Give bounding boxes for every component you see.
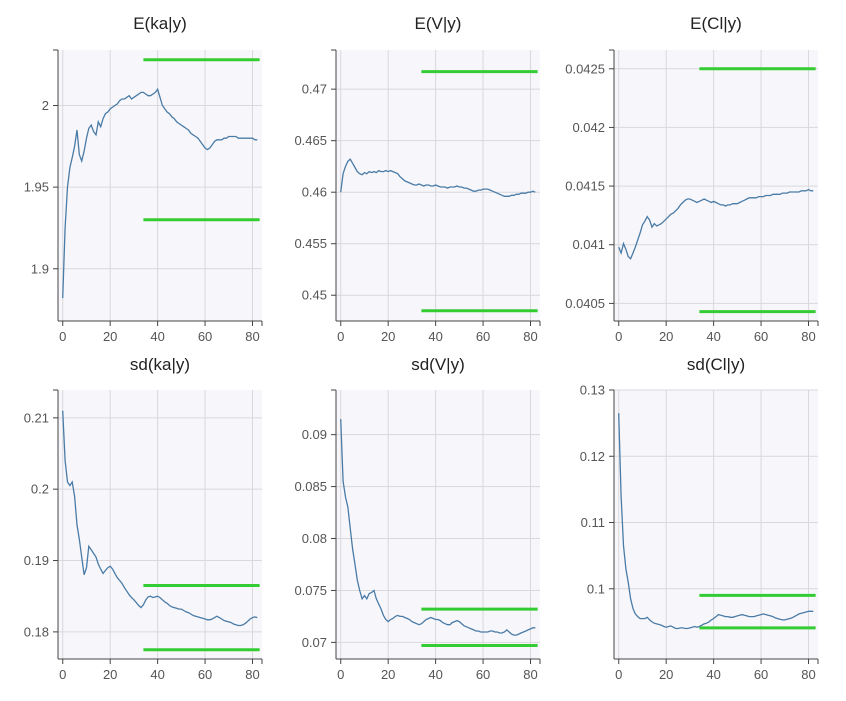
chart-sd-ka-xtick-label-1: 20 xyxy=(103,667,117,682)
chart-sd-cl-plot-area xyxy=(614,390,818,659)
chart-e-ka-xtick-label-1: 20 xyxy=(103,329,117,344)
chart-e-cl-xtick-label-1: 20 xyxy=(659,329,673,344)
chart-sd-cl-xtick-label-4: 80 xyxy=(801,667,815,682)
chart-e-ka-series-line xyxy=(62,87,258,299)
chart-sd-ka-xtick-label-4: 80 xyxy=(245,667,259,682)
chart-sd-v-xtick-label-4: 80 xyxy=(523,667,537,682)
chart-sd-ka-xtick-label-0: 0 xyxy=(59,667,66,682)
chart-e-ka-xtick-label-0: 0 xyxy=(59,329,66,344)
chart-e-ka-ytick-label-1: 1.95 xyxy=(24,180,49,195)
chart-e-v-ytick-label-2: 0.46 xyxy=(302,185,327,200)
chart-sd-v-title: sd(V|y) xyxy=(411,355,465,374)
chart-sd-cl-ytick-label-2: 0.12 xyxy=(580,449,605,464)
chart-sd-ka-ytick-label-1: 0.19 xyxy=(24,553,49,568)
chart-sd-v-ytick-label-3: 0.085 xyxy=(294,479,327,494)
chart-sd-ka-xtick-label-2: 40 xyxy=(150,667,164,682)
chart-e-v-ytick-label-0: 0.45 xyxy=(302,288,327,303)
chart-e-cl-plot-area xyxy=(614,50,818,321)
chart-e-v-series-line xyxy=(340,158,536,197)
chart-sd-ka-series-line xyxy=(62,410,258,627)
chart-e-v-xtick-label-3: 60 xyxy=(476,329,490,344)
chart-sd-v-ytick-label-0: 0.07 xyxy=(302,635,327,650)
chart-sd-v-xtick-label-2: 40 xyxy=(428,667,442,682)
chart-e-cl-ytick-label-2: 0.0415 xyxy=(565,179,605,194)
chart-e-ka-ytick-label-0: 1.9 xyxy=(31,261,49,276)
chart-e-cl-xtick-label-0: 0 xyxy=(615,329,622,344)
chart-sd-cl-xtick-label-3: 60 xyxy=(754,667,768,682)
chart-e-cl-ytick-label-4: 0.0425 xyxy=(565,61,605,76)
chart-e-ka-xtick-label-4: 80 xyxy=(245,329,259,344)
chart-sd-v-xtick-label-1: 20 xyxy=(381,667,395,682)
chart-e-v-ytick-label-3: 0.465 xyxy=(294,133,327,148)
chart-e-v-title: E(V|y) xyxy=(415,14,462,33)
chart-e-v-xtick-label-4: 80 xyxy=(523,329,537,344)
chart-e-cl-title: E(Cl|y) xyxy=(690,14,742,33)
chart-sd-cl-series-line xyxy=(618,413,814,630)
chart-sd-v-xtick-label-3: 60 xyxy=(476,667,490,682)
chart-sd-ka-title: sd(ka|y) xyxy=(130,355,190,374)
chart-sd-v-ytick-label-2: 0.08 xyxy=(302,531,327,546)
chart-e-cl-series-line xyxy=(618,188,814,260)
chart-sd-ka-ytick-label-3: 0.21 xyxy=(24,410,49,425)
chart-sd-ka-xtick-label-3: 60 xyxy=(198,667,212,682)
chart-sd-cl-xtick-label-0: 0 xyxy=(615,667,622,682)
chart-e-v-ytick-label-4: 0.47 xyxy=(302,82,327,97)
chart-sd-ka-ytick-label-0: 0.18 xyxy=(24,624,49,639)
chart-e-cl-xtick-label-4: 80 xyxy=(801,329,815,344)
chart-sd-v-xtick-label-0: 0 xyxy=(337,667,344,682)
chart-e-cl-xtick-label-2: 40 xyxy=(706,329,720,344)
chart-e-ka-xtick-label-2: 40 xyxy=(150,329,164,344)
chart-e-v-xtick-label-1: 20 xyxy=(381,329,395,344)
chart-e-ka-xtick-label-3: 60 xyxy=(198,329,212,344)
chart-e-cl-ytick-label-1: 0.041 xyxy=(572,237,605,252)
chart-sd-cl-ytick-label-3: 0.13 xyxy=(580,383,605,398)
chart-sd-v-series-line xyxy=(340,419,536,636)
chart-e-cl-ytick-label-3: 0.042 xyxy=(572,120,605,135)
chart-sd-cl-ytick-label-0: 0.1 xyxy=(587,581,605,596)
chart-e-cl-xtick-label-3: 60 xyxy=(754,329,768,344)
chart-e-v-xtick-label-0: 0 xyxy=(337,329,344,344)
chart-sd-cl-ytick-label-1: 0.11 xyxy=(581,515,605,530)
chart-sd-ka-ytick-label-2: 0.2 xyxy=(31,482,49,497)
chart-sd-cl-title: sd(Cl|y) xyxy=(687,355,745,374)
chart-e-ka-ytick-label-2: 2 xyxy=(42,98,49,113)
chart-e-v-xtick-label-2: 40 xyxy=(428,329,442,344)
chart-e-v-ytick-label-1: 0.455 xyxy=(294,236,327,251)
chart-e-cl-ytick-label-0: 0.0405 xyxy=(565,296,605,311)
chart-sd-cl-xtick-label-1: 20 xyxy=(659,667,673,682)
chart-sd-cl-xtick-label-2: 40 xyxy=(706,667,720,682)
chart-sd-v-ytick-label-1: 0.075 xyxy=(294,583,327,598)
chart-sd-ka-plot-area xyxy=(58,390,262,659)
chart-sd-v-ytick-label-4: 0.09 xyxy=(302,427,327,442)
chart-e-ka-title: E(ka|y) xyxy=(133,14,187,33)
